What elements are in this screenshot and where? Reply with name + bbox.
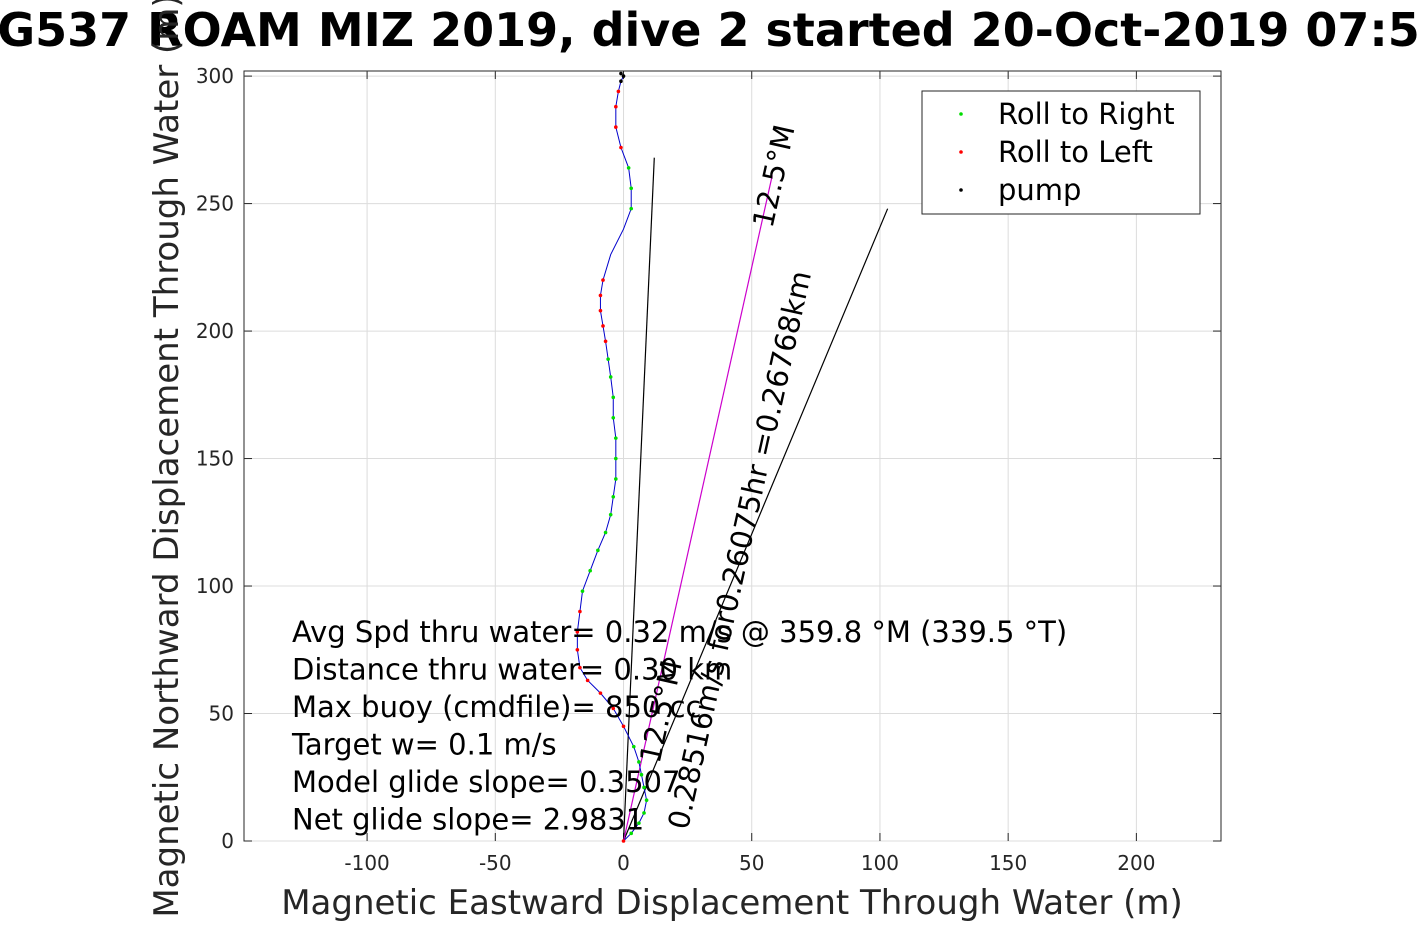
stats-line: Distance thru water= 0.30 km — [292, 653, 732, 687]
roll-left-point — [621, 724, 626, 729]
roll-right-point — [614, 456, 618, 461]
y-tick-label: 150 — [196, 447, 234, 471]
y-tick-label: 100 — [196, 574, 234, 598]
reference-line — [622, 175, 773, 842]
roll-right-point — [580, 589, 585, 593]
y-tick-label: 50 — [209, 702, 234, 726]
roll-left-point — [585, 678, 590, 683]
legend-label: pump — [998, 173, 1081, 207]
roll-right-point — [588, 568, 592, 573]
x-tick-label: 50 — [739, 851, 764, 875]
roll-left-point — [578, 609, 582, 614]
y-axis-label: Magnetic Northward Displacement Through … — [147, 0, 187, 918]
roll-right-point — [639, 772, 644, 777]
roll-left-point — [598, 308, 603, 313]
x-tick-label: -50 — [479, 851, 512, 875]
y-tick-label: 250 — [196, 192, 234, 216]
roll-right-point — [629, 186, 634, 191]
x-tick-label: 200 — [1117, 851, 1155, 875]
ticks: -100 -50 0 50 100 150 200 0 50 100 150 200 250 300 — [196, 64, 1221, 875]
roll-left-point — [578, 665, 582, 670]
reference-lines — [622, 157, 889, 842]
stats-line: Model glide slope= 0.3507 — [292, 765, 680, 799]
y-tick-label: 200 — [196, 319, 234, 343]
roll-right-point — [603, 530, 608, 535]
grid — [244, 71, 1221, 842]
stats-line: Max buoy (cmdfile)= 850 cc — [292, 690, 701, 724]
roll-left-point — [603, 339, 608, 344]
roll-right-point — [637, 821, 641, 825]
track-points — [575, 71, 649, 843]
roll-right-point — [606, 357, 610, 361]
roll-left-point — [575, 630, 580, 634]
legend-marker — [959, 112, 963, 116]
roll-right-point — [631, 744, 636, 749]
legend-label: Roll to Right — [998, 97, 1175, 131]
roll-left-point — [614, 104, 618, 109]
roll-right-point — [611, 494, 616, 499]
roll-left-point — [614, 125, 618, 129]
roll-right-point — [611, 395, 616, 400]
roll-right-point — [642, 811, 646, 815]
stats-line: Net glide slope= 2.9831 — [292, 803, 644, 837]
legend-marker — [959, 188, 963, 192]
roll-right-point — [626, 166, 631, 170]
stats-line: Avg Spd thru water= 0.32 m/s @ 359.8 °M … — [292, 615, 1067, 649]
legend-marker — [959, 150, 963, 154]
roll-right-point — [629, 206, 634, 211]
roll-left-point — [611, 706, 616, 711]
roll-right-point — [611, 415, 616, 420]
roll-left-point — [598, 293, 603, 298]
y-tick-label: 0 — [221, 829, 234, 853]
roll-left-point — [575, 647, 580, 652]
roll-right-point — [614, 436, 618, 440]
roll-left-point — [621, 839, 626, 843]
roll-right-point — [642, 785, 646, 790]
legend-label: Roll to Left — [998, 135, 1153, 169]
roll-right-point — [637, 760, 641, 764]
pump-point — [621, 74, 626, 78]
x-axis-label: Magnetic Eastward Displacement Through W… — [281, 883, 1183, 923]
chart-title: SG537 ROAM MIZ 2019, dive 2 started 20-O… — [0, 3, 1417, 57]
reference-line — [622, 208, 889, 842]
roll-right-point — [608, 375, 613, 379]
x-tick-label: 100 — [861, 851, 899, 875]
roll-right-point — [629, 831, 634, 836]
roll-left-point — [619, 145, 623, 150]
roll-right-point — [644, 798, 649, 803]
roll-right-point — [596, 548, 600, 553]
roll-left-point — [601, 324, 605, 328]
pump-point — [619, 79, 623, 83]
x-tick-label: 0 — [617, 851, 630, 875]
legend-box — [921, 90, 1201, 215]
legend: Roll to Right Roll to Left pump — [921, 90, 1201, 215]
roll-left-point — [616, 89, 621, 94]
roll-right-point — [608, 512, 613, 517]
dive-track-line — [576, 75, 648, 842]
x-tick-label: 150 — [989, 851, 1027, 875]
stats-line: Target w= 0.1 m/s — [291, 728, 557, 762]
x-tick-label: -100 — [344, 851, 389, 875]
reference-line — [622, 157, 655, 842]
roll-left-point — [598, 691, 603, 695]
stats-text: Avg Spd thru water= 0.32 m/s @ 359.8 °M … — [291, 615, 1067, 837]
roll-right-point — [614, 477, 618, 481]
roll-left-point — [601, 278, 605, 282]
pump-point — [619, 71, 623, 76]
y-tick-label: 300 — [196, 64, 234, 88]
